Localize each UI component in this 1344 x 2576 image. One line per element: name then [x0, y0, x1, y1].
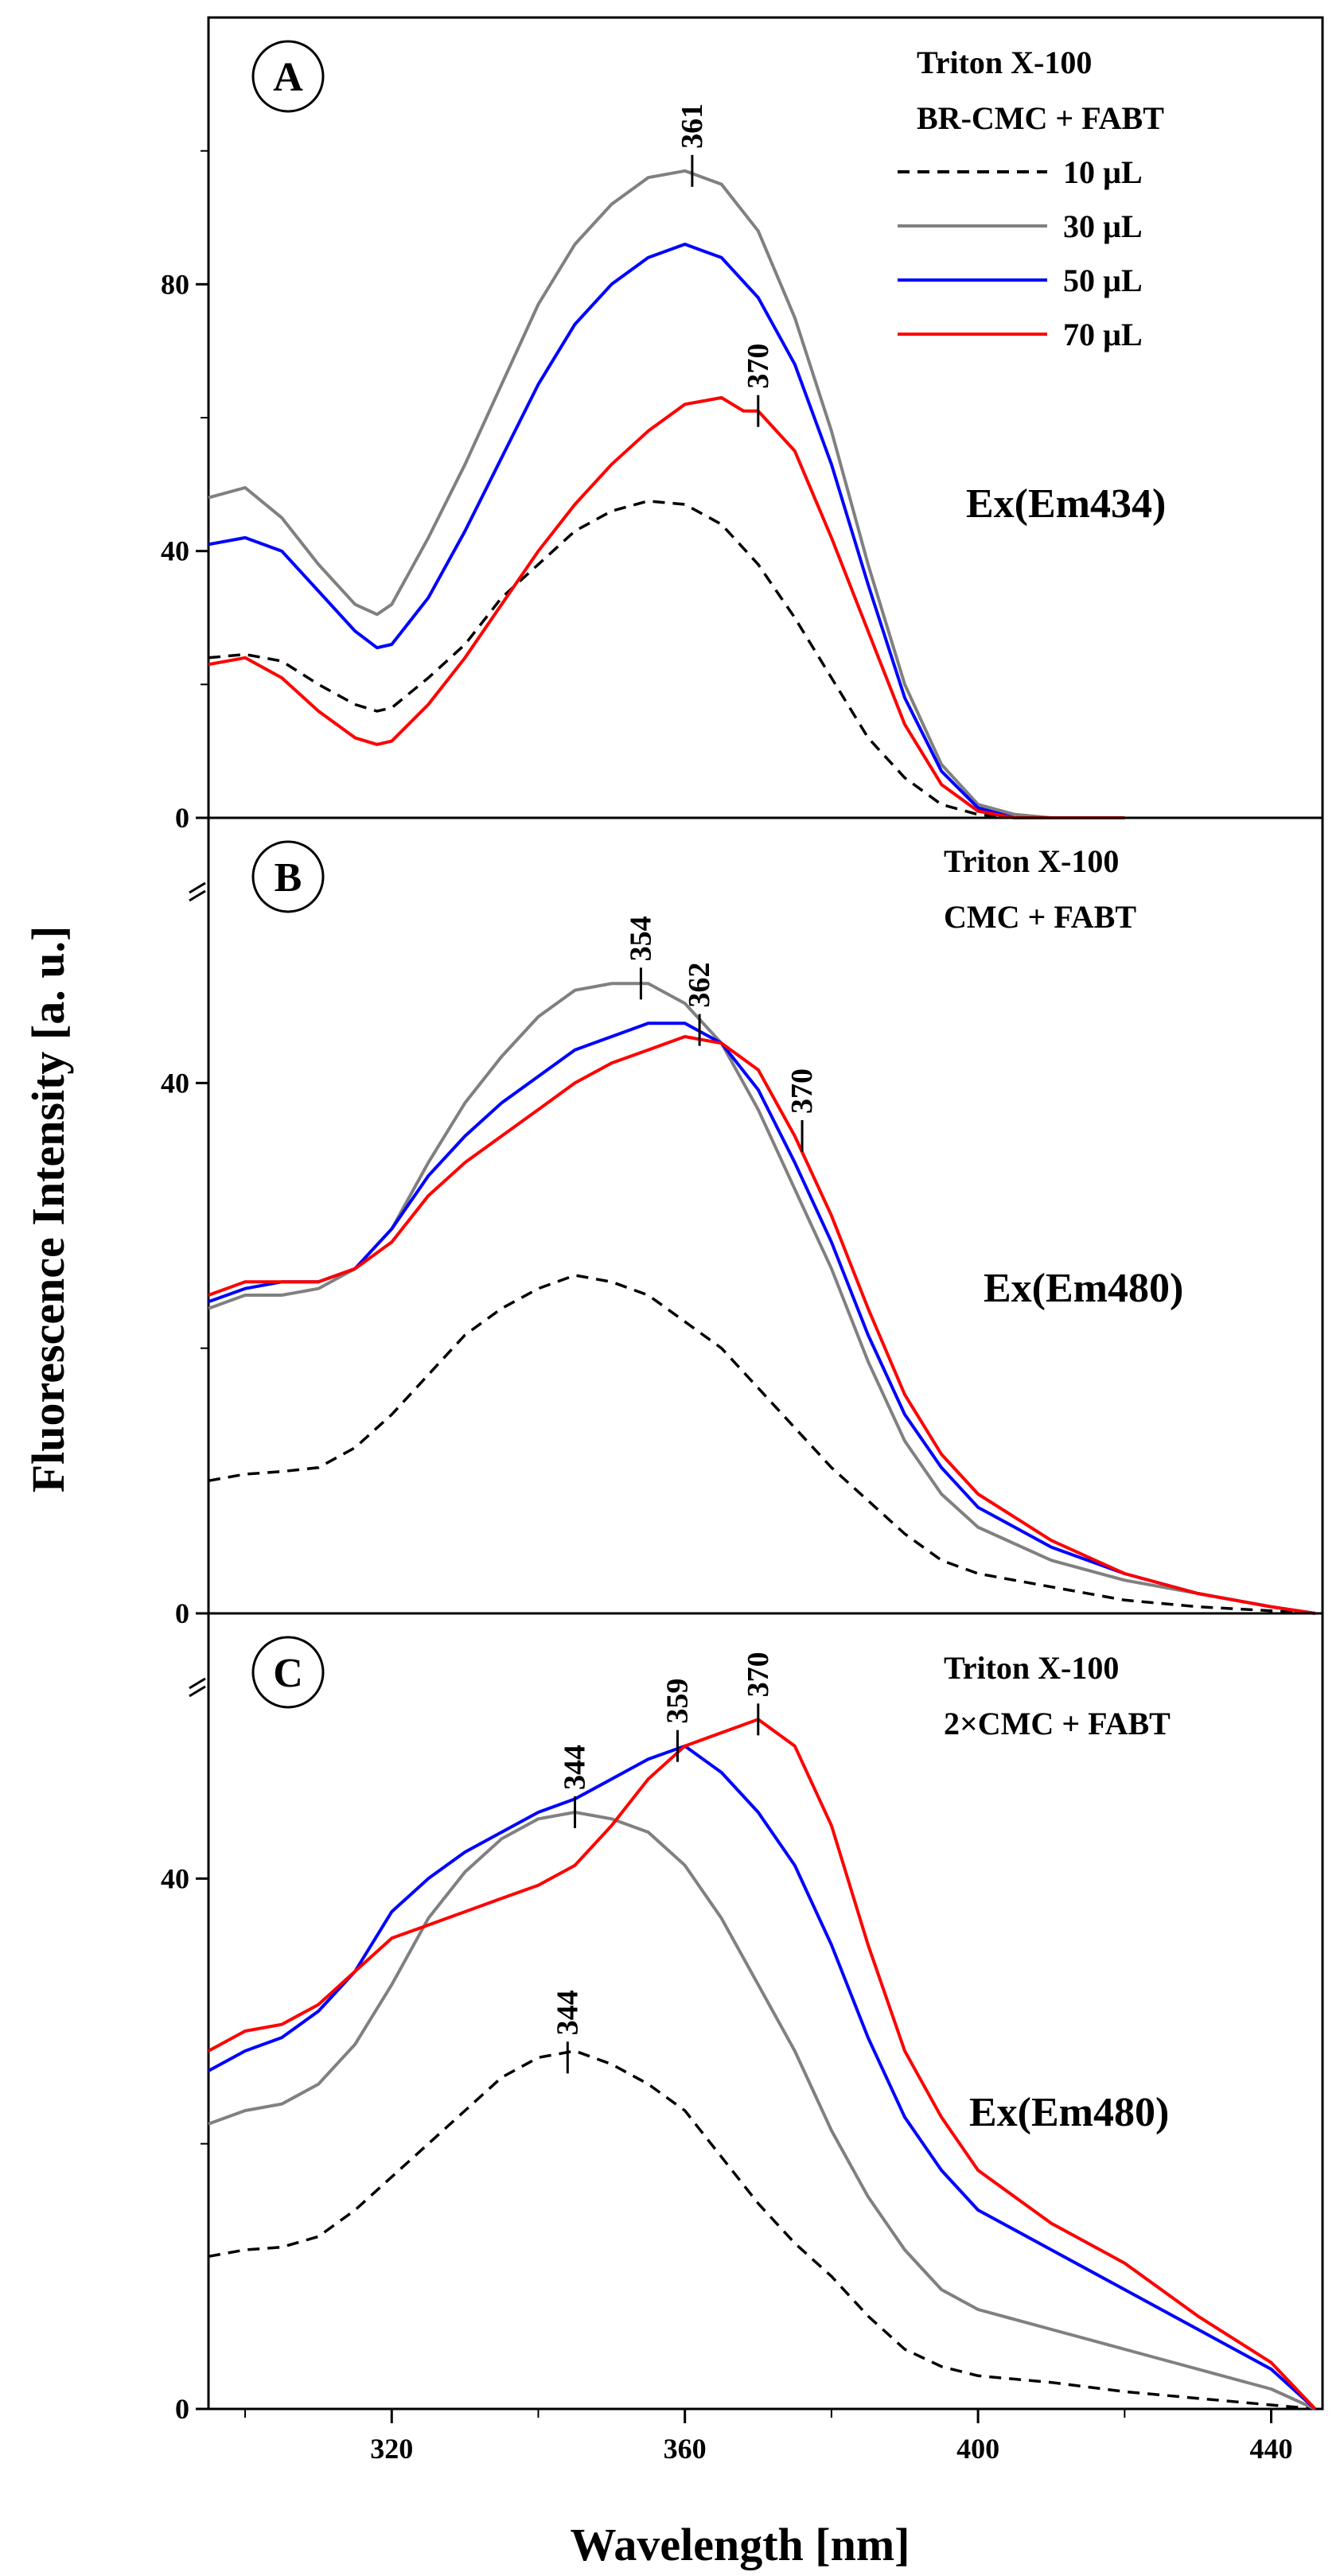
- panel-b-peak-label: 354: [624, 916, 657, 961]
- plot-layer: 0 40 80 A 361 370 0 40 B 354 362 370 0 40 C 344 359 370 34…: [161, 16, 1324, 2465]
- panel-b-title-line-2: CMC + FABT: [944, 899, 1136, 935]
- xtick-label: 440: [1250, 2433, 1293, 2465]
- panel-c-peak-label: 359: [660, 1679, 694, 1724]
- panel-c-excitation-label: Ex(Em480): [969, 2090, 1169, 2135]
- panel-c-ytick-label: 0: [175, 2393, 189, 2425]
- panel-c-axis-break: [189, 1677, 206, 1690]
- panel-c-peak-label: 344: [559, 1745, 592, 1790]
- panel-a-ytick-label: 40: [161, 535, 189, 567]
- panel-b-peak-label: 370: [785, 1068, 819, 1114]
- xtick-label: 400: [956, 2433, 999, 2465]
- panel-b-title-line-1: Triton X-100: [944, 843, 1119, 879]
- plot-frame: [207, 16, 1324, 2411]
- panel-c-series-30ul: [208, 1811, 1316, 2411]
- legend-label-10ul: 10 µL: [1063, 154, 1143, 190]
- panel-a-title-line-2: BR-CMC + FABT: [917, 100, 1164, 136]
- panel-b-ytick-label: 0: [175, 1597, 189, 1629]
- xtick-label: 320: [370, 2433, 413, 2465]
- panel-b-series-50ul: [208, 1021, 1316, 1615]
- panel-c-title-line-1: Triton X-100: [944, 1650, 1119, 1686]
- panel-b-peak-label: 362: [683, 963, 716, 1008]
- panel-a-ytick-label: 0: [175, 802, 189, 834]
- panel-b-series-10ul: [208, 1274, 1315, 1615]
- panel-c-letter: C: [273, 1651, 303, 1696]
- panel-c-title-line-2: 2×CMC + FABT: [944, 1706, 1171, 1741]
- panel-a-series-30ul: [208, 169, 1125, 819]
- panel-a-peak-label: 370: [742, 344, 775, 389]
- x-axis-title: Wavelength [nm]: [571, 2519, 910, 2570]
- panel-b-series-70ul: [208, 1035, 1316, 1615]
- panel-a-series-50ul: [208, 243, 1125, 819]
- panel-c-peak-label: 370: [742, 1652, 775, 1697]
- panel-a-peak-label: 361: [676, 103, 709, 149]
- panel-a-ytick-label: 80: [161, 268, 189, 300]
- panel-b-axis-break: [189, 881, 206, 894]
- panel-a-letter-circle: [251, 40, 325, 113]
- xtick-label: 360: [664, 2433, 707, 2465]
- panel-b-ytick-label: 40: [161, 1067, 189, 1099]
- panel-c-axis-break: [189, 1685, 206, 1698]
- panel-c-series-10ul: [208, 2049, 1315, 2411]
- panel-c-letter-circle: [251, 1636, 325, 1709]
- panel-c-peak-label: 344: [551, 1990, 584, 2035]
- panel-c-series-70ul: [208, 1718, 1317, 2411]
- panel-b-excitation-label: Ex(Em480): [984, 1266, 1183, 1311]
- panel-b-letter-circle: [251, 840, 325, 913]
- legend-label-50ul: 50 µL: [1063, 263, 1143, 298]
- panel-a-title-line-1: Triton X-100: [917, 45, 1092, 80]
- panel-a-letter: A: [273, 55, 303, 100]
- panel-c-ytick-label: 40: [161, 1862, 189, 1894]
- legend-label-70ul: 70 µL: [1063, 317, 1143, 352]
- panel-b-letter: B: [275, 855, 302, 901]
- panel-a-excitation-label: Ex(Em434): [966, 481, 1166, 527]
- y-axis-title: Fluorescence Intensity [a. u.]: [22, 926, 74, 1493]
- panel-a-series-70ul: [208, 395, 1125, 819]
- panel-b-axis-break: [189, 889, 206, 902]
- legend-label-30ul: 30 µL: [1063, 208, 1143, 244]
- panel-a-series-10ul: [208, 500, 1125, 819]
